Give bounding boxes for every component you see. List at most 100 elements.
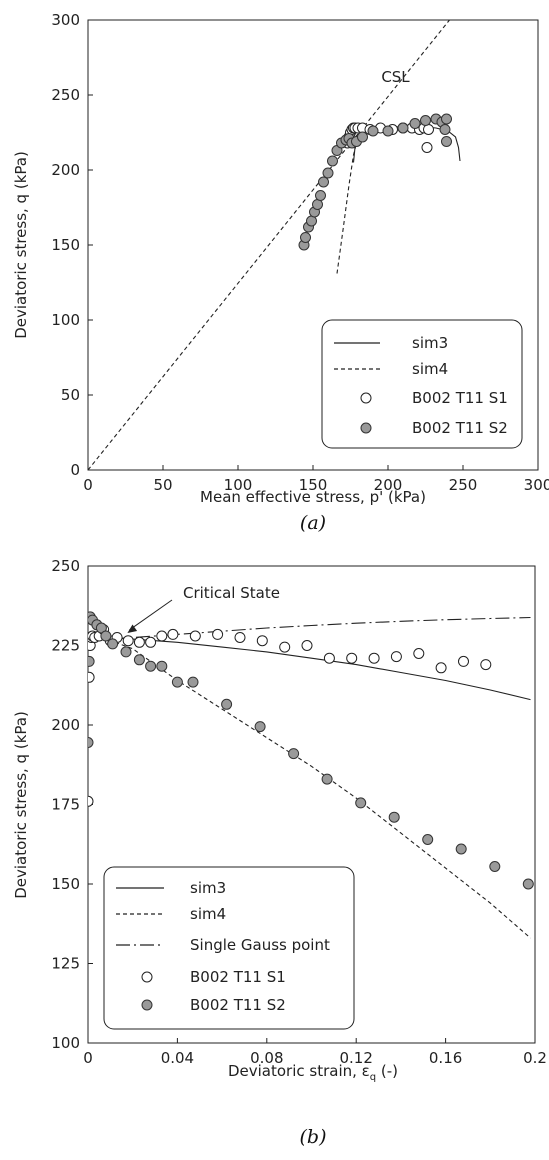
chart-b-point-b002-t11-s1 bbox=[346, 652, 358, 664]
chart-b-legend-swatch-s1 bbox=[141, 971, 153, 983]
chart-b-legend-swatch-s2 bbox=[141, 999, 153, 1011]
chart-b-legend-box bbox=[103, 866, 355, 1030]
chart-a-point-b002-t11-s2 bbox=[409, 118, 421, 129]
chart-a-point-b002-t11-s2 bbox=[397, 122, 409, 134]
chart-a-x-tick-label: 250 bbox=[449, 476, 478, 494]
chart-b-point-b002-t11-s1 bbox=[167, 628, 179, 640]
chart-a-x-tick-label: 100 bbox=[224, 476, 253, 494]
chart-a-series bbox=[88, 20, 461, 470]
chart-b-legend: sim3 sim4 Single Gauss point B002 T11 S1… bbox=[103, 866, 355, 1030]
chart-b-point-b002-t11-s2 bbox=[100, 630, 112, 642]
chart-a-y-axis-label: Deviatoric stress, q (kPa) bbox=[12, 151, 30, 339]
chart-b-point-b002-t11-s1 bbox=[368, 652, 380, 664]
chart-a-y-tick-label: 50 bbox=[61, 386, 80, 404]
chart-a-legend-swatch-s1 bbox=[360, 392, 372, 404]
chart-a-legend-label-sim3: sim3 bbox=[412, 334, 448, 352]
chart-a-y-tick-label: 250 bbox=[51, 86, 80, 104]
chart-b-annotation-arrow bbox=[129, 599, 173, 631]
chart-b-point-b002-t11-s2 bbox=[221, 698, 233, 710]
chart-b-y-ticks: 100 125 150 175 200 225 250 bbox=[51, 557, 93, 1052]
chart-a-point-b002-t11-s2 bbox=[327, 155, 338, 167]
chart-b-x-axis-label-main: Deviatoric strain, ε bbox=[228, 1062, 370, 1080]
chart-b-point-b002-t11-s2 bbox=[522, 878, 534, 890]
chart-b-x-tick-label: 0.12 bbox=[339, 1049, 372, 1067]
chart-b-caption: (b) bbox=[300, 1126, 327, 1148]
chart-a-point-b002-t11-s2 bbox=[382, 125, 394, 137]
chart-b-y-tick-label: 175 bbox=[51, 796, 80, 814]
chart-b-point-b002-t11-s2 bbox=[254, 721, 266, 733]
chart-b-legend-label-s1: B002 T11 S1 bbox=[190, 968, 286, 986]
chart-b-y-tick-label: 225 bbox=[51, 637, 80, 655]
chart-b-point-b002-t11-s1 bbox=[234, 632, 246, 643]
chart-b-point-b002-t11-s2 bbox=[107, 638, 119, 650]
chart-b-y-tick-label: 150 bbox=[51, 875, 80, 893]
chart-b-point-b002-t11-s1 bbox=[256, 635, 268, 647]
chart-b-legend-label-sim4: sim4 bbox=[190, 905, 226, 923]
chart-b-point-b002-t11-s2 bbox=[187, 676, 199, 688]
chart-b-annotation-arrowhead bbox=[127, 624, 138, 633]
chart-a-point-b002-t11-s1 bbox=[421, 142, 433, 153]
chart-a-series-sim4 bbox=[336, 124, 366, 274]
chart-b-point-b002-t11-s2 bbox=[171, 676, 183, 688]
chart-b-point-b002-t11-s1 bbox=[480, 659, 492, 671]
chart-a-caption: (a) bbox=[300, 512, 326, 534]
chart-a-point-b002-t11-s2 bbox=[367, 125, 379, 137]
chart-a-y-tick-label: 0 bbox=[70, 461, 80, 479]
chart-b-point-b002-t11-s1 bbox=[279, 641, 291, 653]
chart-b-x-axis-label-subscript: q bbox=[370, 1072, 376, 1083]
chart-a-legend: sim3 sim4 B002 T11 S1 B002 T11 S2 bbox=[321, 319, 523, 449]
chart-b-point-b002-t11-s1 bbox=[189, 630, 201, 642]
chart-a-point-b002-t11-s2 bbox=[322, 167, 334, 179]
chart-a-legend-label-s2: B002 T11 S2 bbox=[412, 419, 508, 437]
chart-a-y-tick-label: 200 bbox=[51, 161, 80, 179]
chart-a-x-tick-label: 0 bbox=[83, 476, 93, 494]
chart-b-y-tick-label: 250 bbox=[51, 557, 80, 575]
chart-b-legend-label-sim3: sim3 bbox=[190, 879, 226, 897]
chart-b-point-b002-t11-s2 bbox=[156, 660, 168, 672]
chart-b-point-b002-t11-s1 bbox=[390, 651, 402, 663]
chart-b-x-tick-label: 0.2 bbox=[523, 1049, 547, 1067]
chart-a-y-tick-label: 100 bbox=[51, 311, 80, 329]
chart-b-point-b002-t11-s1 bbox=[301, 640, 313, 651]
chart-b-point-b002-t11-s1 bbox=[88, 795, 94, 807]
chart-b-x-tick-label: 0.08 bbox=[250, 1049, 283, 1067]
chart-a-y-tick-label: 150 bbox=[51, 236, 80, 254]
chart-b-point-b002-t11-s2 bbox=[388, 811, 400, 823]
chart-b-point-b002-t11-s2 bbox=[489, 861, 501, 872]
chart-b-point-b002-t11-s2 bbox=[455, 843, 467, 855]
chart-b-point-b002-t11-s1 bbox=[133, 636, 145, 648]
chart-a-x-tick-label: 300 bbox=[524, 476, 549, 494]
chart-a-legend-label-sim4: sim4 bbox=[412, 360, 448, 378]
chart-a-x-tick-label: 50 bbox=[153, 476, 172, 494]
chart-b-point-b002-t11-s2 bbox=[88, 655, 95, 667]
chart-a-legend-box bbox=[321, 319, 523, 449]
chart-a-point-b002-t11-s2 bbox=[306, 215, 317, 227]
chart-b-x-tick-label: 0.04 bbox=[161, 1049, 194, 1067]
chart-a-point-b002-t11-s2 bbox=[441, 113, 452, 125]
chart-b-x-axis-label-unit: (-) bbox=[376, 1062, 398, 1080]
chart-b-point-b002-t11-s2 bbox=[355, 797, 367, 809]
chart-b-y-tick-label: 200 bbox=[51, 716, 80, 734]
chart-b-x-ticks: 0 0.04 0.08 0.12 0.16 0.2 bbox=[83, 1038, 547, 1067]
chart-b-point-b002-t11-s2 bbox=[120, 646, 132, 658]
chart-b-x-tick-label: 0 bbox=[83, 1049, 93, 1067]
chart-a-point-b002-t11-s2 bbox=[441, 136, 452, 147]
chart-b-legend-label-s2: B002 T11 S2 bbox=[190, 996, 286, 1014]
chart-b-y-tick-label: 125 bbox=[51, 955, 80, 973]
chart-a-y-ticks: 0 50 100 150 200 250 300 bbox=[51, 11, 93, 479]
chart-b-annotation-label: Critical State bbox=[183, 584, 280, 602]
chart-b-point-b002-t11-s1 bbox=[88, 671, 95, 683]
chart-b-y-tick-label: 100 bbox=[51, 1034, 80, 1052]
chart-a-legend-label-s1: B002 T11 S1 bbox=[412, 389, 508, 407]
chart-b-point-b002-t11-s2 bbox=[133, 654, 145, 666]
chart-b-legend-label-gauss: Single Gauss point bbox=[190, 936, 330, 954]
chart-a-point-b002-t11-s2 bbox=[420, 115, 431, 126]
chart-b-y-axis-label: Deviatoric stress, q (kPa) bbox=[12, 711, 30, 899]
chart-a-point-b002-t11-s2 bbox=[318, 176, 329, 188]
chart-a-point-b002-t11-s2 bbox=[312, 199, 323, 210]
chart-b-point-b002-t11-s2 bbox=[321, 773, 333, 785]
chart-a-point-b002-t11-s1 bbox=[423, 124, 434, 135]
chart-b-point-b002-t11-s1 bbox=[458, 655, 469, 667]
chart-b-series-single-gauss-point bbox=[88, 616, 531, 640]
chart-a-y-tick-label: 300 bbox=[51, 11, 80, 29]
